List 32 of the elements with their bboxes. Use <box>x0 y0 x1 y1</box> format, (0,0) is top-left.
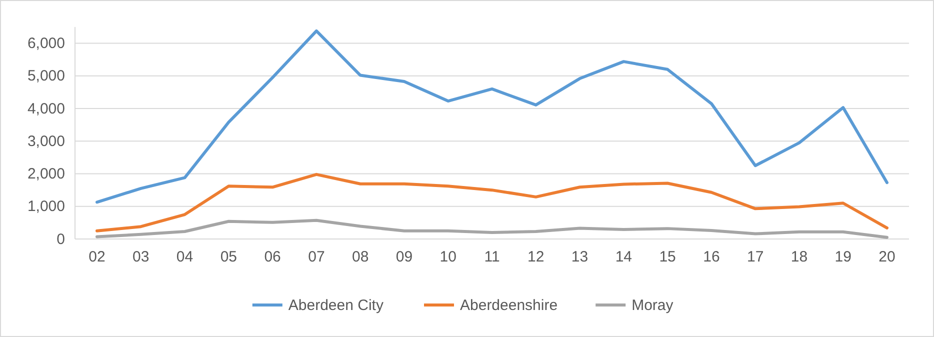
x-tick-label: 20 <box>878 248 896 266</box>
y-tick-label: 3,000 <box>27 132 65 150</box>
x-tick-label: 04 <box>176 248 194 266</box>
x-tick-label: 19 <box>834 248 852 266</box>
legend-label: Aberdeenshire <box>460 297 558 314</box>
x-tick-label: 10 <box>440 248 456 266</box>
y-tick-label: 4,000 <box>27 100 65 118</box>
x-tick-label: 12 <box>528 248 544 266</box>
x-tick-label: 16 <box>703 248 720 266</box>
x-tick-label: 09 <box>396 248 413 266</box>
line-series <box>96 29 888 204</box>
x-tick-label: 03 <box>132 248 150 266</box>
y-tick-label: 6,000 <box>27 35 65 52</box>
x-tick-label: 05 <box>220 248 238 266</box>
x-tick-label: 17 <box>746 248 764 266</box>
x-tick-label: 13 <box>571 248 588 266</box>
legend-label: Aberdeen City <box>288 297 384 314</box>
x-tick-label: 18 <box>790 248 808 266</box>
x-tick-label: 06 <box>264 248 281 266</box>
y-tick-label: 1,000 <box>27 198 65 216</box>
x-tick-label: 14 <box>615 248 632 266</box>
x-tick-label: 15 <box>659 248 676 266</box>
y-tick-label: 2,000 <box>27 166 65 183</box>
x-tick-label: 07 <box>308 248 325 266</box>
x-tick-label: 11 <box>484 248 500 266</box>
y-tick-label: 5,000 <box>27 68 65 85</box>
line-series <box>96 218 888 239</box>
y-tick-label: 0 <box>56 230 65 248</box>
x-tick-label: 08 <box>352 248 369 266</box>
line-series <box>96 172 888 232</box>
legend-label: Moray <box>632 297 674 314</box>
x-tick-label: 02 <box>88 248 106 266</box>
